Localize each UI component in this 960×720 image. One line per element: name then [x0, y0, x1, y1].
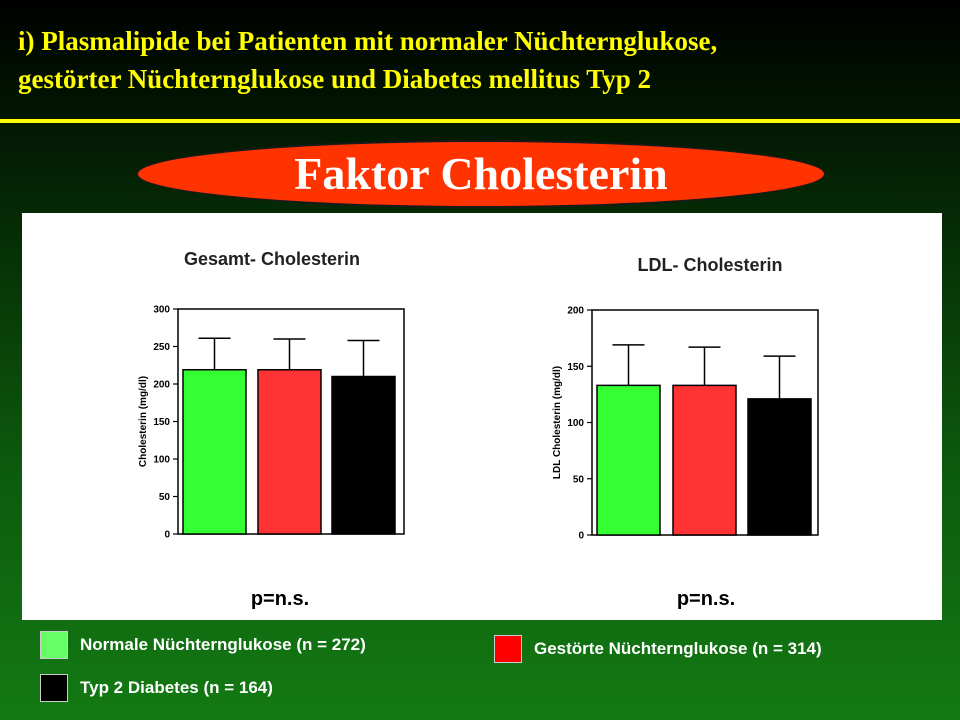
- chart-1-title: LDL- Cholesterin: [637, 255, 782, 275]
- chart-0-bar-2: [331, 375, 396, 535]
- chart-0-ytick-label-6: 300: [153, 305, 170, 316]
- chart-1-ytick-label-1: 50: [573, 474, 585, 485]
- chart-0-pvalue: p=n.s.: [251, 588, 309, 610]
- title-divider: [0, 119, 960, 123]
- chart-1-ytick-label-0: 0: [578, 531, 584, 542]
- chart-1-pvalue: p=n.s.: [677, 588, 735, 610]
- legend-item-normal: Normale Nüchternglukose (n = 272): [40, 631, 366, 659]
- chart-0-title: Gesamt- Cholesterin: [184, 249, 360, 269]
- legend-label-impaired: Gestörte Nüchternglukose (n = 314): [534, 639, 822, 658]
- chart-0-ytick-label-3: 150: [153, 417, 170, 428]
- charts-canvas: Gesamt- Cholesterin 0 50 100 150 200 250 300 Cho…: [138, 249, 819, 610]
- chart-panel: Gesamt- Cholesterin 0 50 100 150 200 250 300 Cho…: [22, 213, 942, 620]
- chart-0-bar-0: [182, 369, 247, 535]
- chart-0-ytick-label-4: 200: [153, 380, 170, 391]
- legend-swatch-impaired: [494, 635, 522, 663]
- chart-0-bar-1: [257, 369, 322, 535]
- chart-1-bar-1: [672, 384, 737, 536]
- chart-1-bar-0: [596, 384, 661, 536]
- chart-1-bar-2: [747, 398, 812, 536]
- legend-item-impaired: Gestörte Nüchternglukose (n = 314): [494, 635, 822, 663]
- chart-0-ytick-label-2: 100: [153, 455, 170, 466]
- chart-0-ytick-label-0: 0: [164, 530, 170, 541]
- chart-0-ytick-label-1: 50: [159, 492, 171, 503]
- legend-swatch-normal: [40, 631, 68, 659]
- legend-label-normal: Normale Nüchternglukose (n = 272): [80, 635, 366, 654]
- slide-title-line-1: i) Plasmalipide bei Patienten mit normal…: [18, 26, 718, 56]
- banner-oval: [136, 140, 826, 208]
- banner-title: Faktor Cholesterin: [294, 148, 668, 199]
- legend-item-diabetes: Typ 2 Diabetes (n = 164): [40, 674, 273, 702]
- chart-1-ylabel: LDL Cholesterin (mg/dl): [552, 366, 563, 479]
- slide-title: i) Plasmalipide bei Patienten mit normal…: [18, 22, 948, 98]
- chart-0-ytick-label-5: 250: [153, 342, 170, 353]
- legend-label-diabetes: Typ 2 Diabetes (n = 164): [80, 678, 273, 697]
- slide-title-line-2: gestörter Nüchternglukose und Diabetes m…: [18, 64, 652, 94]
- chart-1-ytick-label-2: 100: [567, 418, 584, 429]
- chart-1-ytick-label-4: 200: [567, 306, 584, 317]
- legend-swatch-diabetes: [40, 674, 68, 702]
- chart-1-ytick-label-3: 150: [567, 362, 584, 373]
- chart-0-ylabel: Cholesterin (mg/dl): [138, 376, 149, 467]
